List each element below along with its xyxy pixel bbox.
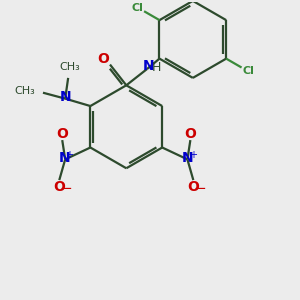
Text: N: N: [59, 151, 70, 165]
Text: H: H: [152, 61, 161, 74]
Text: +: +: [65, 150, 73, 160]
Text: O: O: [53, 180, 65, 194]
Text: O: O: [56, 127, 68, 141]
Text: CH₃: CH₃: [59, 62, 80, 72]
Text: N: N: [143, 59, 154, 73]
Text: CH₃: CH₃: [15, 86, 36, 96]
Text: Cl: Cl: [242, 66, 254, 76]
Text: +: +: [189, 150, 197, 160]
Text: N: N: [59, 90, 71, 104]
Text: O: O: [188, 180, 199, 194]
Text: O: O: [184, 127, 196, 141]
Text: Cl: Cl: [132, 2, 144, 13]
Text: −: −: [194, 181, 206, 196]
Text: −: −: [59, 181, 72, 196]
Text: O: O: [98, 52, 110, 66]
Text: N: N: [182, 151, 194, 165]
